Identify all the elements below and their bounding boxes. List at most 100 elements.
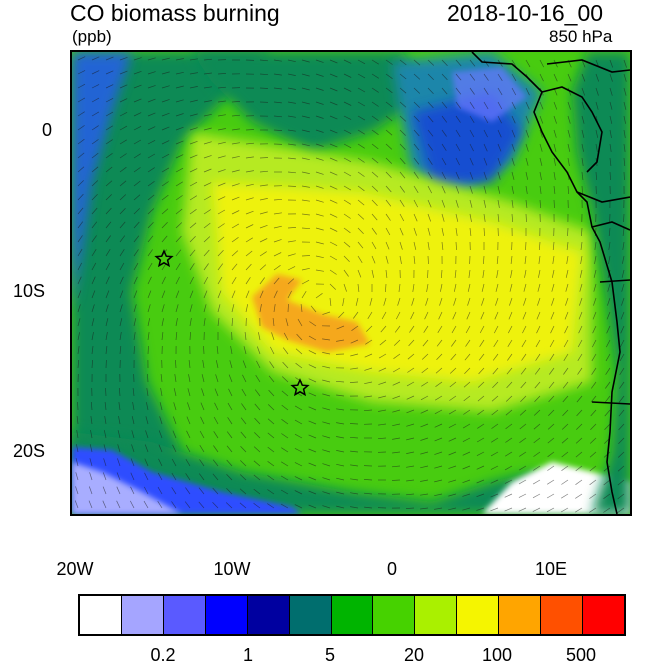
wind-barb <box>91 318 95 327</box>
wind-barb <box>322 365 331 369</box>
wind-barb <box>581 115 585 124</box>
wind-barb <box>287 59 296 63</box>
wind-barb <box>199 473 205 481</box>
wind-barb <box>520 395 527 402</box>
wind-barb <box>621 283 625 292</box>
wind-barb <box>561 437 569 444</box>
wind-barb <box>287 278 295 285</box>
wind-barb <box>315 171 324 175</box>
wind-barb <box>244 332 247 341</box>
wind-barb <box>175 290 180 299</box>
wind-barb <box>455 171 460 180</box>
wind-barb <box>217 209 226 215</box>
wind-barb <box>398 283 401 292</box>
wind-barb <box>280 503 289 509</box>
wind-barb <box>399 185 405 193</box>
wind-barb <box>203 236 211 243</box>
wind-barb <box>254 389 261 397</box>
wind-barb <box>576 395 583 403</box>
wind-barb <box>508 311 513 320</box>
wind-barb <box>385 157 393 164</box>
wind-barb <box>406 381 415 387</box>
wind-barb <box>77 221 84 229</box>
wind-barb <box>490 465 499 470</box>
wind-barb <box>175 181 183 187</box>
wind-barb <box>201 388 205 397</box>
wind-barb <box>608 255 611 264</box>
wind-barb <box>385 129 393 136</box>
wind-barb <box>102 486 107 495</box>
wind-barb <box>105 111 114 117</box>
wind-barb <box>355 297 359 306</box>
wind-barb <box>385 87 393 94</box>
wind-barb <box>455 199 459 208</box>
wind-barb <box>256 360 261 369</box>
wind-barb <box>103 444 107 453</box>
wind-barb <box>476 507 485 511</box>
wind-barb <box>147 235 154 243</box>
wind-barb <box>159 416 163 425</box>
wind-barb <box>483 157 488 166</box>
wind-barb <box>342 297 345 306</box>
wind-barb <box>175 71 184 75</box>
wind-barb <box>378 395 387 399</box>
wind-barb <box>591 367 597 375</box>
colorbar-label-20: 20 <box>403 645 425 665</box>
wind-barb <box>410 311 415 320</box>
wind-barb <box>161 181 169 187</box>
wind-barb <box>538 241 541 251</box>
wind-barb <box>259 290 264 299</box>
wind-barb <box>406 465 415 468</box>
wind-barb <box>161 126 170 131</box>
wind-barb <box>267 404 275 411</box>
wind-barb <box>308 406 317 411</box>
wind-barb <box>77 290 82 299</box>
wind-barb <box>617 479 625 486</box>
wind-barb <box>399 171 406 179</box>
wind-barb <box>175 235 182 243</box>
wind-barb <box>357 87 366 93</box>
wind-barb <box>427 157 433 165</box>
wind-barb <box>175 249 182 257</box>
wind-barb <box>315 241 324 245</box>
wind-barb <box>621 269 625 278</box>
wind-barb <box>567 87 572 96</box>
wind-barb <box>434 409 443 415</box>
wind-barb <box>553 143 557 152</box>
wind-barb <box>271 332 275 341</box>
wind-barb <box>273 115 283 118</box>
wind-barb <box>245 183 254 187</box>
wind-barb <box>592 311 597 320</box>
wind-barb <box>551 283 555 292</box>
wind-barb <box>553 171 556 180</box>
wind-barb <box>240 445 247 453</box>
colorbar-label-500: 500 <box>565 645 597 665</box>
wind-barb <box>217 249 224 257</box>
wind-barb <box>105 332 108 341</box>
x-tick-10w: 10W <box>213 559 251 579</box>
wind-barb <box>315 199 324 203</box>
wind-barb <box>231 128 240 131</box>
wind-barb <box>580 255 583 264</box>
wind-barb <box>226 488 233 495</box>
wind-barb <box>147 139 156 145</box>
wind-barb <box>343 269 349 277</box>
wind-barb <box>381 311 387 320</box>
wind-barb <box>371 213 378 221</box>
wind-barb <box>90 430 93 439</box>
wind-barb <box>385 255 389 264</box>
wind-barb <box>315 59 324 63</box>
wind-barb <box>300 304 303 313</box>
wind-barb <box>322 491 331 495</box>
wind-barb <box>301 87 310 91</box>
wind-barb <box>623 213 625 223</box>
wind-barb <box>336 436 345 439</box>
wind-barb <box>301 291 307 299</box>
wind-barb <box>119 180 127 187</box>
wind-barb <box>534 381 541 389</box>
wind-barb <box>336 339 345 342</box>
wind-barb <box>185 444 191 453</box>
wind-barb <box>343 171 352 177</box>
wind-barb <box>336 394 345 397</box>
wind-barb <box>203 141 212 145</box>
